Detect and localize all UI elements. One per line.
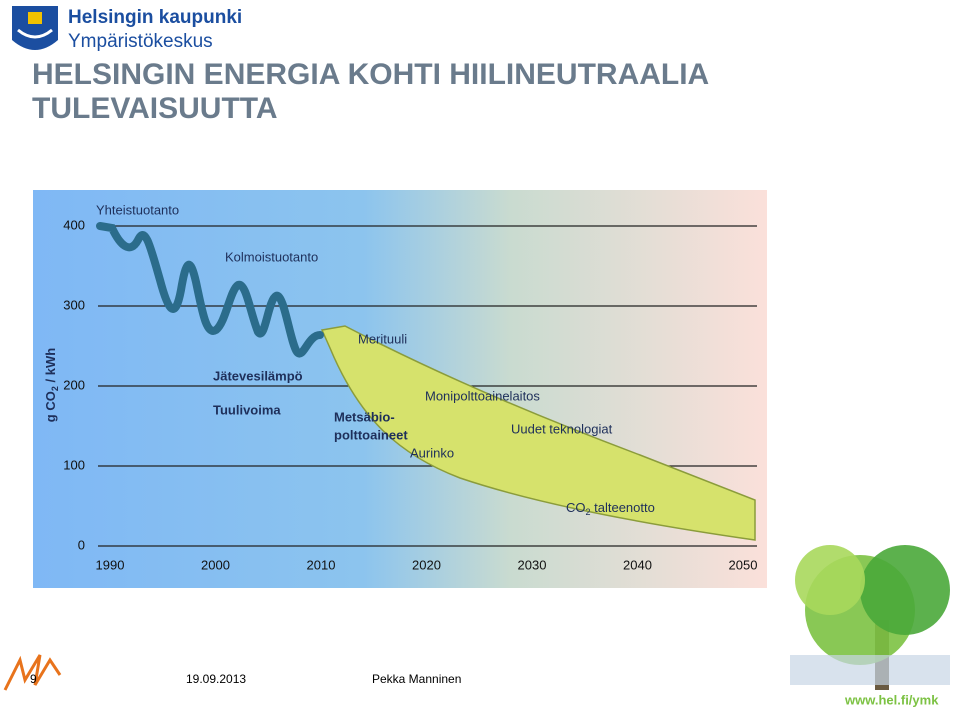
label: Uudet teknologiat <box>511 421 613 436</box>
label: Kolmoistuotanto <box>225 249 318 264</box>
label: Aurinko <box>410 445 454 460</box>
label: Tuulivoima <box>213 402 281 417</box>
green-band <box>320 325 756 541</box>
page-number: 9 <box>30 672 37 686</box>
y-axis-label: g CO2 / kWh <box>43 348 60 422</box>
y-tick-label: 0 <box>78 537 85 552</box>
footer-icon <box>3 654 62 691</box>
x-tick-label: 2010 <box>307 557 336 572</box>
label: Merituuli <box>358 331 407 346</box>
label: Yhteistuotanto <box>96 202 179 217</box>
label: Jätevesilämpö <box>213 368 303 383</box>
y-tick-label: 300 <box>63 297 85 312</box>
y-tick-label: 400 <box>63 217 85 232</box>
x-tick-label: 2020 <box>412 557 441 572</box>
logo <box>12 6 58 50</box>
x-tick-label: 1990 <box>96 557 125 572</box>
url: www.hel.fi/ymk <box>844 692 939 707</box>
unit: Ympäristökeskus <box>68 31 213 52</box>
org: Helsingin kaupunki <box>68 7 242 28</box>
x-tick-label: 2000 <box>201 557 230 572</box>
x-tick-label: 2050 <box>729 557 758 572</box>
title: TULEVAISUUTTA <box>32 92 278 125</box>
label: Metsäbio- <box>334 409 395 424</box>
author: Pekka Manninen <box>372 672 461 686</box>
label: CO2 talteenotto <box>566 500 655 517</box>
y-tick-label: 100 <box>63 457 85 472</box>
x-tick-label: 2030 <box>518 557 547 572</box>
x-tick-label: 2040 <box>623 557 652 572</box>
label: Monipolttoainelaitos <box>425 388 540 403</box>
label: polttoaineet <box>334 427 408 442</box>
wavy-line <box>96 222 324 358</box>
date: 19.09.2013 <box>186 672 246 686</box>
tree <box>790 545 950 690</box>
title: HELSINGIN ENERGIA KOHTI HIILINEUTRAALIA <box>32 58 709 91</box>
y-tick-label: 200 <box>63 377 85 392</box>
